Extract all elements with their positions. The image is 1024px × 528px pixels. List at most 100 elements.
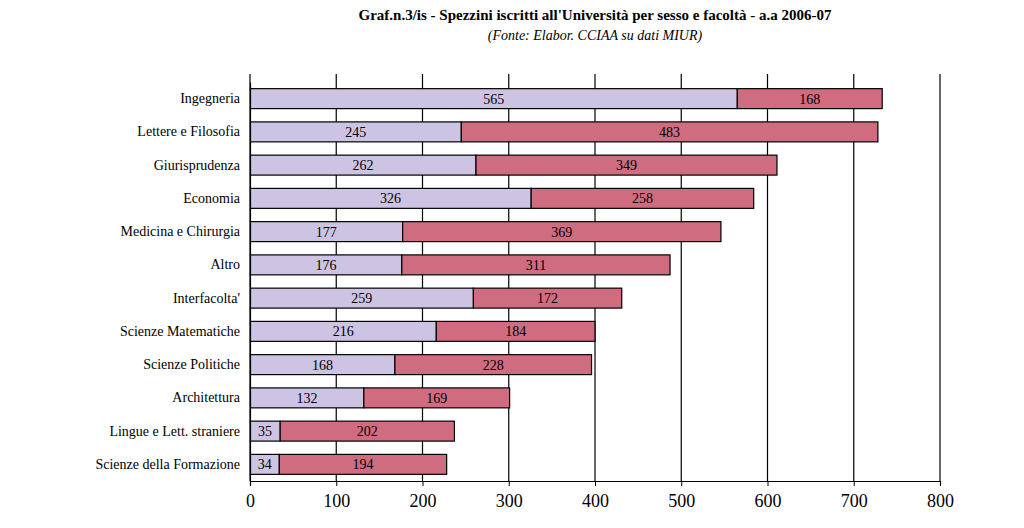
category-label: Architettura [172,390,240,405]
y-axis: Ingegneria Lettere e Filosofia Giurisprude… [95,83,250,482]
tick: Lingue e Lett. straniere [109,424,240,439]
bar [364,388,510,408]
bar [250,421,280,441]
data-label: 326 [380,191,401,206]
tick-mark [336,481,337,486]
data-label: 216 [333,324,354,339]
tick: 200 [410,481,437,511]
bar [476,155,777,175]
category-label: Ingegneria [180,91,241,106]
bar [250,122,461,142]
tick-label: 500 [668,491,695,511]
data-label: 202 [357,424,378,439]
data-label: 35 [258,424,272,439]
tick: Ingegneria [180,91,241,106]
grid [250,74,940,481]
data-label: 258 [632,191,653,206]
data-label: 184 [505,324,526,339]
bar [250,454,279,474]
tick-mark [250,481,251,486]
data-label: 172 [537,291,558,306]
tick-mark [423,481,424,486]
tick: 700 [841,481,868,511]
bar [737,89,882,109]
category-label: Medicina e Chirurgia [121,224,241,239]
data-label: 311 [526,258,546,273]
tick-label: 0 [246,491,255,511]
bar [461,122,878,142]
data-labels: 5652452623261771762592161681323534168483… [258,92,821,473]
bar [473,288,621,308]
tick: Altro [210,257,240,272]
tick: Interfacolta' [173,291,240,306]
tick-label: 800 [927,491,954,511]
data-label: 176 [315,258,336,273]
bar [250,388,364,408]
bar [250,222,403,242]
tick-label: 300 [496,491,523,511]
axis-line [250,83,251,482]
bar [250,155,476,175]
data-label: 34 [258,457,272,472]
category-label: Lingue e Lett. straniere [109,424,240,439]
data-label: 168 [799,92,820,107]
data-label: 349 [616,158,637,173]
bar [403,222,721,242]
category-label: Economia [183,191,241,206]
category-label: Giurisprudenza [154,158,241,173]
chart: Graf.n.3/is - Spezzini iscritti all'Univ… [0,0,1024,528]
tick: 600 [755,481,782,511]
tick: Scienze della Formazione [95,457,240,472]
tick-label: 200 [410,491,437,511]
tick-label: 700 [841,491,868,511]
tick-label: 400 [582,491,609,511]
tick: 800 [927,481,954,511]
tick: Scienze Matematiche [120,324,240,339]
tick: 300 [496,481,523,511]
category-label: Altro [210,257,240,272]
data-label: 565 [483,92,504,107]
tick-label: 600 [755,491,782,511]
tick: 100 [323,481,350,511]
x-axis: 0 100 200 300 400 500 600 700 800 [246,481,954,511]
tick: Lettere e Filosofia [137,124,240,139]
bar [250,188,531,208]
tick-mark [595,481,596,486]
tick: Giurisprudenza [154,158,241,173]
tick: 500 [668,481,695,511]
bar [531,188,754,208]
data-label: 169 [426,391,447,406]
tick-mark [509,481,510,486]
category-label: Interfacolta' [173,291,240,306]
tick-mark [854,481,855,486]
tick: Architettura [172,390,240,405]
bar [250,355,395,375]
tick: 0 [246,481,255,511]
tick: Scienze Politiche [143,357,240,372]
axis-line [251,482,941,487]
category-label: Lettere e Filosofia [137,124,240,139]
grid-line [939,74,940,481]
tick: 400 [582,481,609,511]
subtitle: (Fonte: Elabor. CCIAA su dati MIUR) [488,28,703,44]
bar [402,255,670,275]
data-label: 262 [352,158,373,173]
bar [279,454,446,474]
data-label: 168 [312,358,333,373]
data-label: 369 [551,225,572,240]
category-label: Scienze Matematiche [120,324,240,339]
grid-line [249,74,250,481]
bar [436,321,595,341]
title: Graf.n.3/is - Spezzini iscritti all'Univ… [359,7,832,23]
data-label: 228 [483,358,504,373]
tick-mark [768,481,769,486]
tick-mark [940,481,941,486]
bar [250,89,737,109]
data-label: 245 [345,125,366,140]
data-label: 177 [316,225,337,240]
bar [250,255,402,275]
data-label: 259 [351,291,372,306]
category-label: Scienze Politiche [143,357,240,372]
bars [250,89,882,475]
data-label: 132 [296,391,317,406]
